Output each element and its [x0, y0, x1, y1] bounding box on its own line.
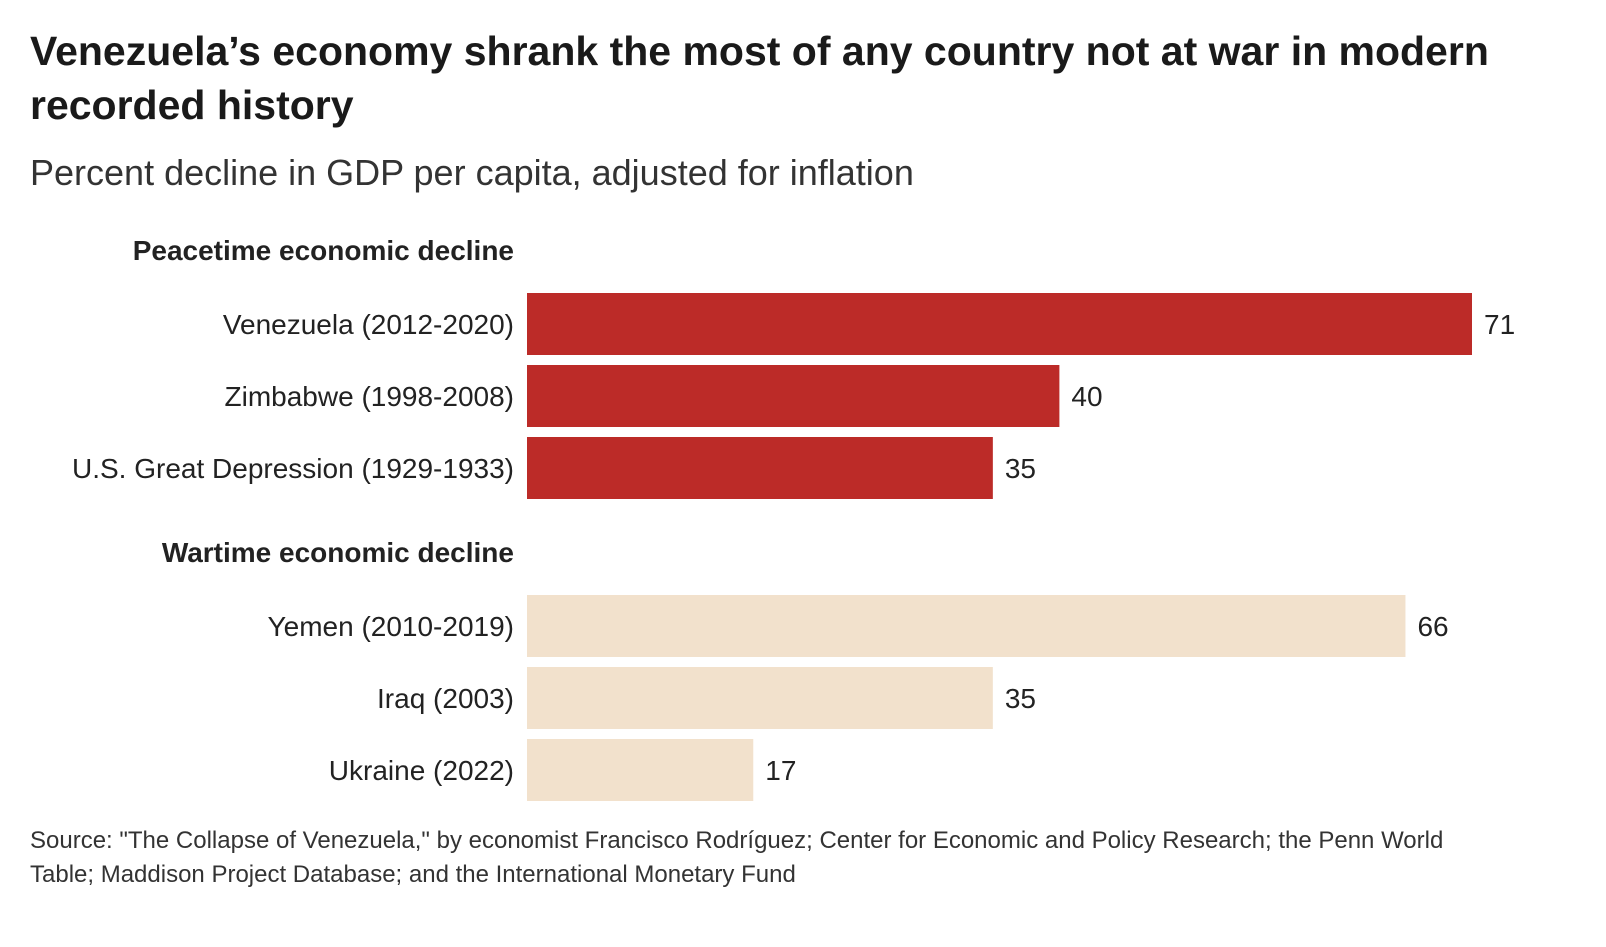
- chart-title: Venezuela’s economy shrank the most of a…: [30, 28, 1489, 128]
- bar: [527, 739, 754, 801]
- group-heading-wartime: Wartime economic decline: [162, 537, 514, 568]
- data-label: 71: [1484, 309, 1515, 340]
- data-label: 40: [1071, 381, 1102, 412]
- data-label: 35: [1005, 683, 1036, 714]
- category-label: Zimbabwe (1998-2008): [225, 381, 515, 412]
- bar: [527, 437, 993, 499]
- bar: [527, 667, 993, 729]
- category-label: Ukraine (2022): [329, 755, 514, 786]
- category-label: Iraq (2003): [377, 683, 514, 714]
- category-label: U.S. Great Depression (1929-1933): [72, 453, 514, 484]
- chart-subtitle: Percent decline in GDP per capita, adjus…: [30, 152, 914, 193]
- bar: [527, 595, 1406, 657]
- data-label: 66: [1417, 611, 1448, 642]
- group-heading-peacetime: Peacetime economic decline: [133, 235, 514, 266]
- data-label: 17: [765, 755, 796, 786]
- source-note: Source: "The Collapse of Venezuela," by …: [30, 827, 1444, 888]
- bar: [527, 365, 1060, 427]
- bar-chart: Peacetime economic decline Venezuela (201…: [72, 235, 1515, 801]
- category-label: Venezuela (2012-2020): [223, 309, 514, 340]
- bar: [527, 293, 1472, 355]
- data-label: 35: [1005, 453, 1036, 484]
- category-label: Yemen (2010-2019): [268, 611, 514, 642]
